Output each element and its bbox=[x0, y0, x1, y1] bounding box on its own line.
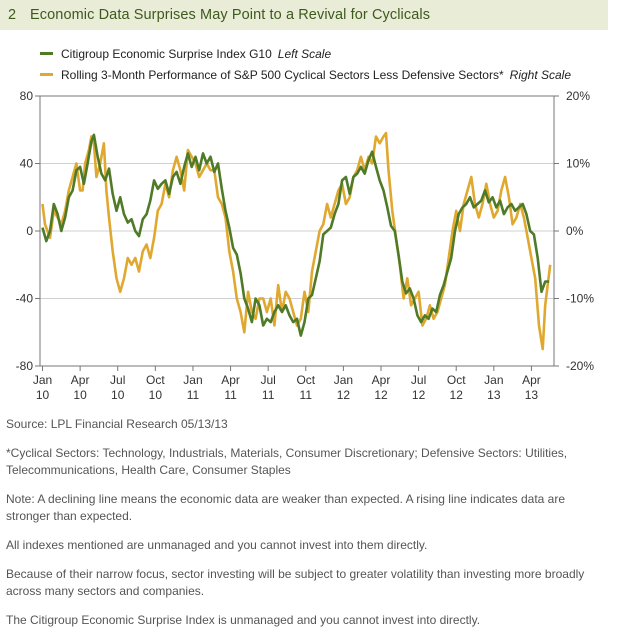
left-tick-label-2: 0 bbox=[26, 224, 33, 238]
x-tick-year-11: 12 bbox=[450, 388, 464, 402]
legend-label-gold: Rolling 3-Month Performance of S&P 500 C… bbox=[61, 67, 504, 82]
x-tick-year-3: 10 bbox=[149, 388, 163, 402]
right-tick-label-4: -20% bbox=[566, 359, 594, 373]
x-tick-year-5: 11 bbox=[224, 388, 237, 402]
x-tick-year-1: 10 bbox=[73, 388, 87, 402]
x-tick-month-2: Jul bbox=[110, 373, 125, 387]
x-tick-year-12: 13 bbox=[487, 388, 501, 402]
right-tick-label-3: -10% bbox=[566, 292, 594, 306]
x-tick-month-1: Apr bbox=[71, 373, 90, 387]
x-tick-year-10: 12 bbox=[412, 388, 426, 402]
x-tick-year-8: 12 bbox=[337, 388, 351, 402]
x-tick-year-9: 12 bbox=[374, 388, 388, 402]
x-tick-year-0: 10 bbox=[36, 388, 50, 402]
x-tick-month-6: Jul bbox=[260, 373, 275, 387]
source-note: Source: LPL Financial Research 05/13/13 bbox=[6, 417, 228, 431]
x-tick-month-4: Jan bbox=[183, 373, 202, 387]
x-tick-month-10: Jul bbox=[411, 373, 426, 387]
sector-disclaimer: Because of their narrow focus, sector in… bbox=[6, 567, 585, 598]
chart-legend: Citigroup Economic Surprise Index G10 Le… bbox=[40, 43, 571, 85]
indexes-disclaimer: All indexes mentioned are unmanaged and … bbox=[6, 538, 428, 552]
figure-header: 2 Economic Data Surprises May Point to a… bbox=[0, 0, 608, 30]
right-axis-ticks: 20% 10% 0% -10% -20% bbox=[554, 89, 594, 373]
x-tick-month-13: Apr bbox=[522, 373, 541, 387]
x-tick-month-8: Jan bbox=[334, 373, 353, 387]
right-tick-label-1: 10% bbox=[566, 157, 590, 171]
x-tick-year-2: 10 bbox=[111, 388, 125, 402]
x-tick-year-6: 11 bbox=[262, 388, 275, 402]
legend-scale-gold: Right Scale bbox=[509, 67, 572, 82]
x-tick-year-7: 11 bbox=[300, 388, 313, 402]
x-tick-month-9: Apr bbox=[372, 373, 391, 387]
x-tick-month-5: Apr bbox=[221, 373, 240, 387]
left-tick-label-4: -80 bbox=[16, 359, 34, 373]
left-tick-label-1: 40 bbox=[20, 157, 34, 171]
x-tick-year-13: 13 bbox=[525, 388, 539, 402]
x-tick-month-3: Oct bbox=[146, 373, 165, 387]
right-tick-label-2: 0% bbox=[566, 224, 584, 238]
chart-series bbox=[41, 131, 552, 351]
series-line-citigroup-surprise-index bbox=[41, 133, 549, 337]
citigroup-disclaimer: The Citigroup Economic Surprise Index is… bbox=[6, 613, 481, 627]
right-tick-label-0: 20% bbox=[566, 89, 590, 103]
legend-scale-green: Left Scale bbox=[277, 46, 332, 61]
figure-number: 2 bbox=[8, 7, 17, 23]
chart-notes: Source: LPL Financial Research 05/13/13 … bbox=[6, 416, 612, 629]
x-tick-month-12: Jan bbox=[484, 373, 503, 387]
x-tick-month-0: Jan bbox=[33, 373, 52, 387]
x-tick-month-7: Oct bbox=[296, 373, 315, 387]
x-tick-year-4: 11 bbox=[187, 388, 200, 402]
left-tick-label-0: 80 bbox=[20, 89, 34, 103]
figure-title: Economic Data Surprises May Point to a R… bbox=[30, 7, 431, 23]
series-line-cyclicals-less-defensives bbox=[41, 131, 552, 351]
x-tick-month-11: Oct bbox=[447, 373, 466, 387]
legend-label-green: Citigroup Economic Surprise Index G10 bbox=[61, 46, 272, 61]
left-axis-ticks: 80 40 0 -40 -80 bbox=[16, 89, 40, 373]
interpretation-note: Note: A declining line means the economi… bbox=[6, 492, 566, 523]
x-axis-ticks: Jan10Apr10Jul10Oct10Jan11Apr11Jul11Oct11… bbox=[33, 366, 541, 402]
legend-swatch-green bbox=[40, 52, 53, 55]
legend-swatch-gold bbox=[40, 73, 53, 76]
legend-entry-green: Citigroup Economic Surprise Index G10 Le… bbox=[40, 43, 571, 64]
footnote: *Cyclical Sectors: Technology, Industria… bbox=[6, 446, 568, 477]
left-tick-label-3: -40 bbox=[16, 292, 34, 306]
legend-entry-gold: Rolling 3-Month Performance of S&P 500 C… bbox=[40, 64, 571, 85]
